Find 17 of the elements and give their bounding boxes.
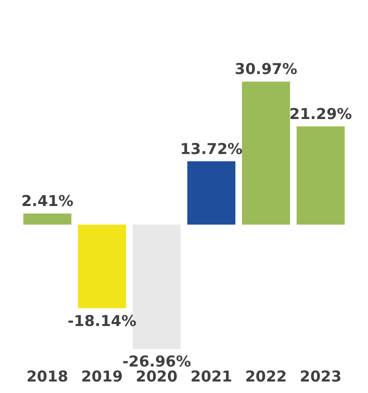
x-tick-label: 2019 <box>81 368 123 386</box>
bar <box>78 224 126 308</box>
data-label: -18.14% <box>68 312 136 330</box>
data-label: -26.96% <box>122 352 192 370</box>
bar <box>23 213 72 225</box>
data-label: 13.72% <box>180 140 243 158</box>
x-tick-label: 2018 <box>26 368 68 386</box>
data-label: 21.29% <box>289 104 352 123</box>
x-tick-label: 2021 <box>190 368 232 386</box>
x-tick-label: 2022 <box>245 368 287 386</box>
x-tick-label: 2020 <box>136 368 178 386</box>
bar <box>242 82 290 225</box>
x-tick-label: 2023 <box>300 368 342 386</box>
data-label: 2.41% <box>21 192 74 210</box>
bar <box>187 161 236 225</box>
data-label: 30.97% <box>234 60 298 78</box>
bar <box>296 126 345 225</box>
